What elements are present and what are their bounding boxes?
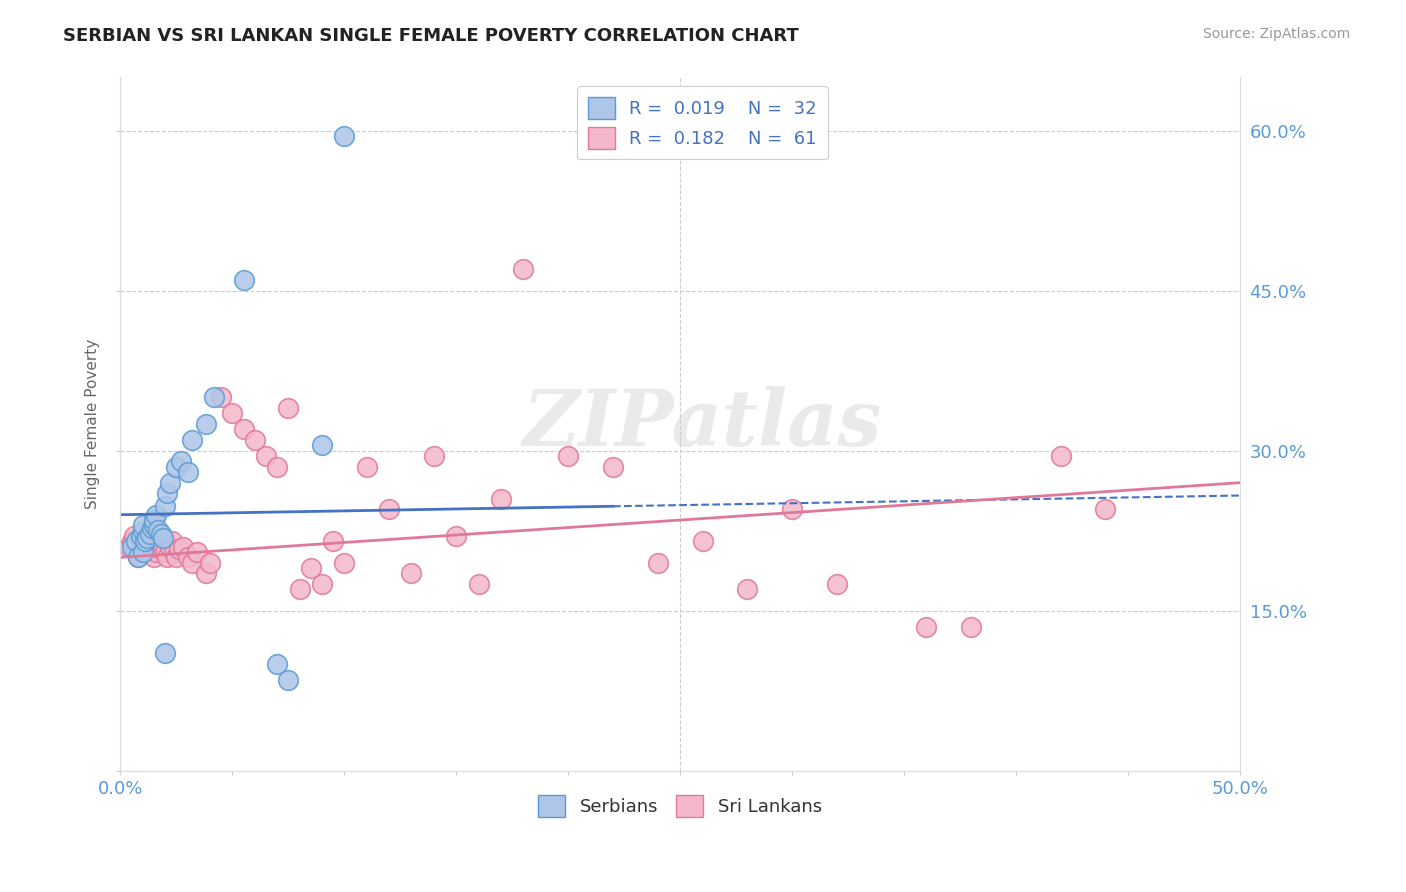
Point	[136, 545, 159, 559]
Point	[141, 520, 163, 534]
Point	[129, 538, 152, 552]
Point	[155, 646, 177, 660]
Point	[735, 582, 758, 597]
Point	[243, 433, 266, 447]
Point	[423, 449, 446, 463]
Point	[138, 527, 160, 541]
Point	[132, 545, 155, 559]
Point	[156, 486, 179, 500]
Point	[194, 417, 217, 431]
Point	[152, 538, 174, 552]
Point	[143, 513, 166, 527]
Point	[152, 531, 174, 545]
Point	[232, 273, 254, 287]
Point	[156, 550, 179, 565]
Text: Source: ZipAtlas.com: Source: ZipAtlas.com	[1202, 27, 1350, 41]
Point	[132, 531, 155, 545]
Point	[127, 550, 149, 565]
Text: SERBIAN VS SRI LANKAN SINGLE FEMALE POVERTY CORRELATION CHART: SERBIAN VS SRI LANKAN SINGLE FEMALE POVE…	[63, 27, 799, 45]
Point	[155, 499, 177, 513]
Point	[311, 577, 333, 591]
Point	[209, 391, 232, 405]
Point	[1094, 502, 1116, 516]
Point	[266, 657, 288, 671]
Point	[299, 561, 322, 575]
Point	[467, 577, 489, 591]
Point	[121, 540, 143, 554]
Point	[129, 529, 152, 543]
Point	[692, 534, 714, 549]
Point	[148, 523, 170, 537]
Point	[134, 534, 156, 549]
Point	[127, 550, 149, 565]
Y-axis label: Single Female Poverty: Single Female Poverty	[86, 339, 100, 509]
Point	[149, 541, 172, 556]
Point	[145, 545, 167, 559]
Point	[170, 454, 193, 468]
Point	[232, 422, 254, 436]
Point	[557, 449, 579, 463]
Point	[145, 508, 167, 522]
Point	[444, 529, 467, 543]
Point	[143, 550, 166, 565]
Point	[132, 518, 155, 533]
Point	[136, 531, 159, 545]
Point	[155, 545, 177, 559]
Point	[277, 401, 299, 415]
Point	[163, 545, 186, 559]
Point	[322, 534, 344, 549]
Point	[277, 673, 299, 687]
Point	[204, 391, 226, 405]
Point	[160, 534, 183, 549]
Point	[333, 129, 356, 144]
Point	[602, 459, 624, 474]
Point	[825, 577, 848, 591]
Point	[333, 556, 356, 570]
Point	[132, 524, 155, 538]
Point	[125, 534, 148, 549]
Point	[134, 534, 156, 549]
Point	[266, 459, 288, 474]
Point	[1049, 449, 1071, 463]
Point	[159, 540, 181, 554]
Point	[198, 556, 221, 570]
Point	[125, 545, 148, 559]
Point	[121, 534, 143, 549]
Point	[165, 550, 187, 565]
Point	[780, 502, 803, 516]
Point	[176, 465, 198, 479]
Point	[194, 566, 217, 581]
Point	[512, 262, 534, 277]
Point	[122, 529, 145, 543]
Point	[176, 550, 198, 565]
Point	[159, 475, 181, 490]
Point	[148, 540, 170, 554]
Text: ZIPatlas: ZIPatlas	[523, 386, 882, 462]
Point	[143, 518, 166, 533]
Point	[254, 449, 277, 463]
Point	[132, 541, 155, 556]
Legend: Serbians, Sri Lankans: Serbians, Sri Lankans	[531, 788, 830, 824]
Point	[165, 459, 187, 474]
Point	[181, 433, 204, 447]
Point	[647, 556, 669, 570]
Point	[221, 406, 243, 420]
Point	[149, 527, 172, 541]
Point	[378, 502, 401, 516]
Point	[167, 541, 190, 556]
Point	[118, 540, 141, 554]
Point	[311, 438, 333, 452]
Point	[356, 459, 378, 474]
Point	[186, 545, 208, 559]
Point	[960, 620, 983, 634]
Point	[489, 491, 512, 506]
Point	[401, 566, 423, 581]
Point	[141, 534, 163, 549]
Point	[138, 540, 160, 554]
Point	[915, 620, 938, 634]
Point	[288, 582, 311, 597]
Point	[181, 556, 204, 570]
Point	[172, 540, 194, 554]
